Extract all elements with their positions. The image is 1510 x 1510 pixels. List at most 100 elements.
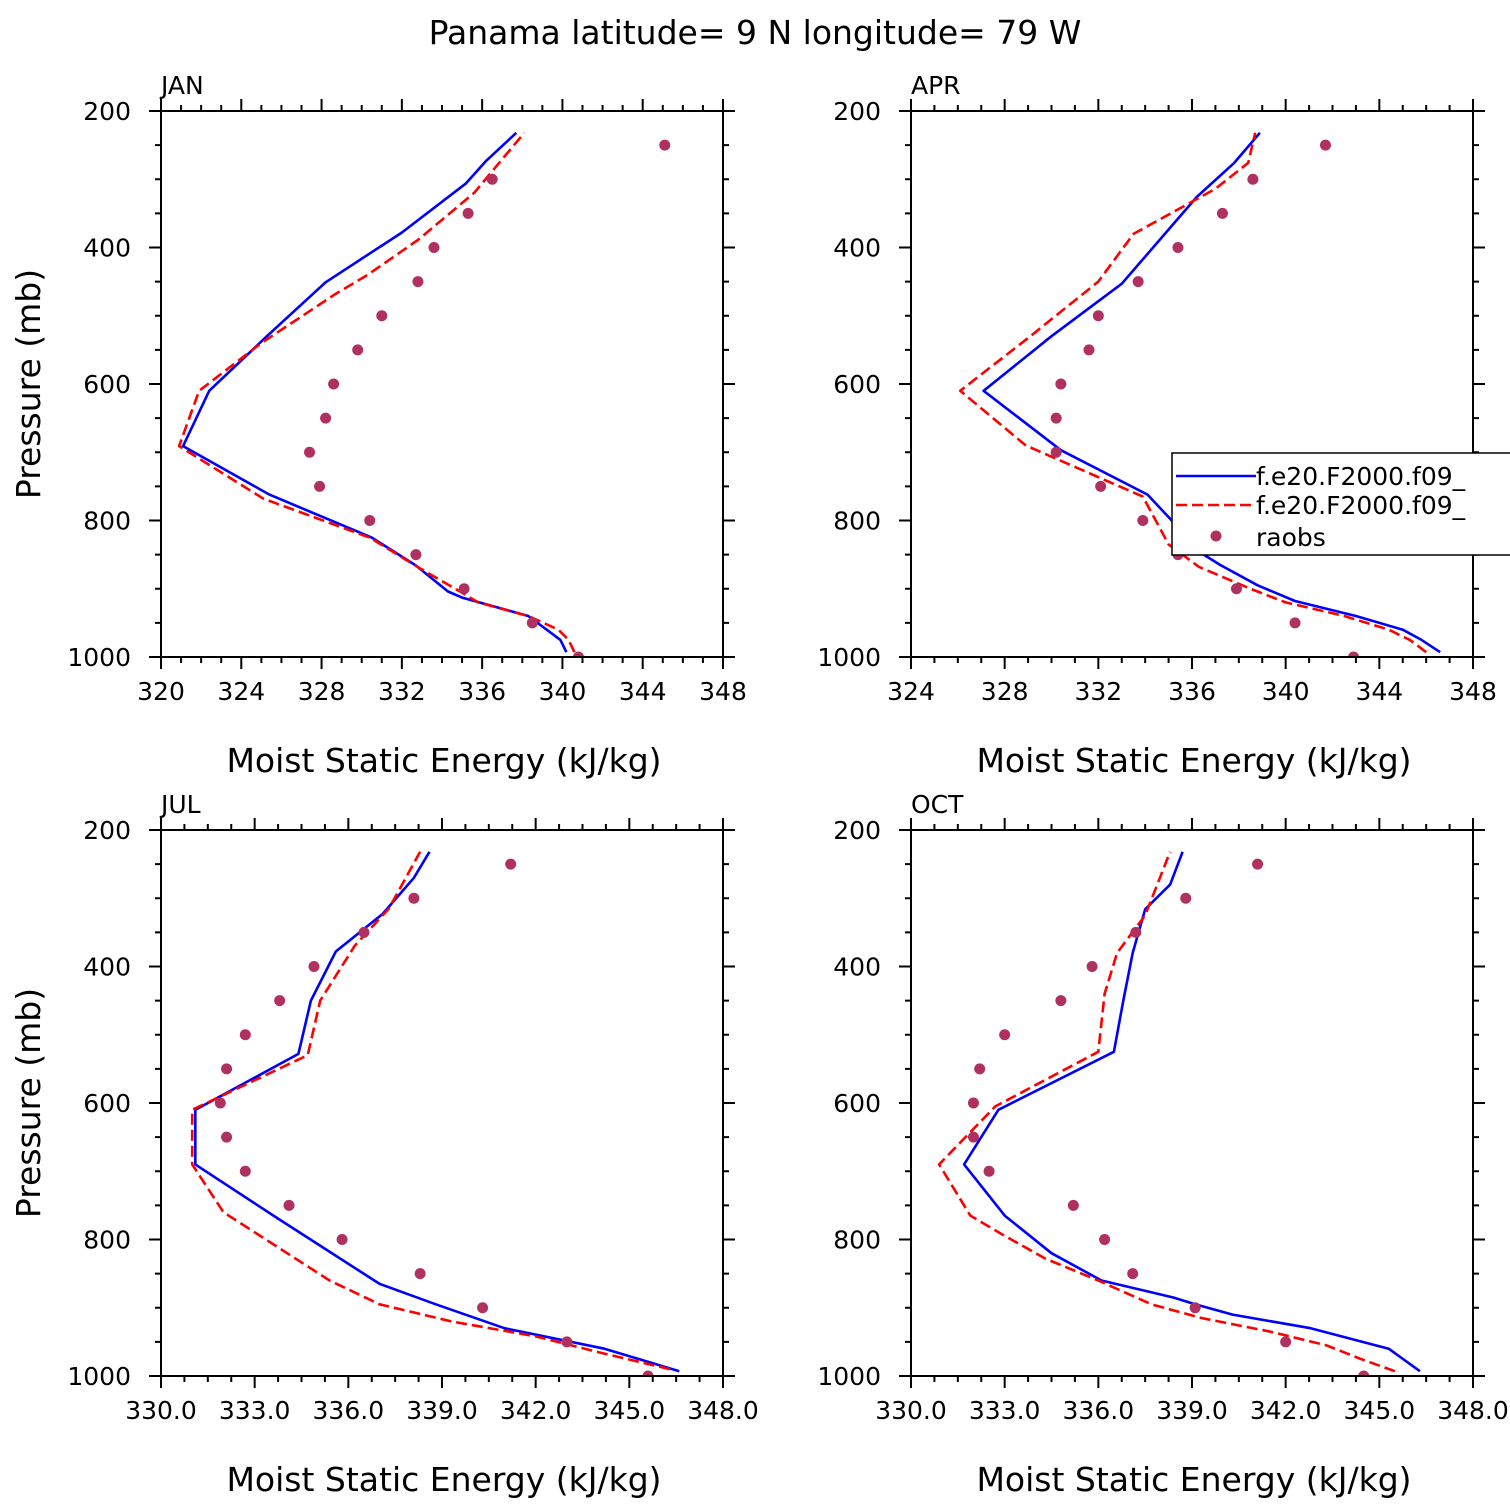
x-tick-label: 328 — [981, 677, 1029, 706]
raobs-point — [1055, 995, 1067, 1007]
raobs-point — [1127, 1268, 1139, 1280]
raobs-point — [1050, 412, 1062, 424]
raobs-point — [1180, 892, 1192, 904]
x-tick-label: 332 — [378, 677, 426, 706]
panel-label: OCT — [911, 790, 964, 819]
plot-frame — [160, 829, 724, 1377]
raobs-point — [274, 995, 286, 1007]
model-solid-line — [181, 131, 568, 653]
raobs-point — [221, 1131, 233, 1143]
panel-jan: 320 324 328 332 336 340 344 348 200 400 600 800 1000… — [9, 71, 747, 780]
raobs-point — [239, 1029, 251, 1041]
raobs-point — [967, 1131, 979, 1143]
model-solid-line — [982, 131, 1441, 654]
panel-oct: 330.0 333.0 336.0 339.0 342.0 345.0 348.0 200 40… — [817, 790, 1508, 1499]
y-tick-label: 800 — [833, 507, 881, 536]
y-tick-label: 200 — [83, 816, 131, 845]
model-solid-line — [962, 851, 1421, 1373]
raobs-point — [458, 583, 470, 595]
raobs-point — [999, 1029, 1011, 1041]
raobs-point — [477, 1302, 489, 1314]
raobs-point — [462, 207, 474, 219]
x-tick-label: 344 — [1355, 677, 1403, 706]
raobs-point — [1358, 1370, 1370, 1376]
x-axis-title: Moist Static Energy (kJ/kg) — [976, 741, 1411, 780]
raobs-point — [1095, 480, 1107, 492]
raobs-point — [376, 310, 388, 322]
raobs-point — [283, 1199, 295, 1211]
x-tick-label: 345.0 — [594, 1396, 666, 1425]
x-tick-label: 324 — [217, 677, 265, 706]
y-tick-label: 1000 — [817, 1362, 881, 1391]
raobs-point — [1130, 926, 1142, 938]
y-axis-title: Pressure (mb) — [9, 269, 48, 499]
x-tick-label: 340 — [539, 677, 587, 706]
model-dashed-line — [190, 851, 671, 1371]
raobs-point — [336, 1234, 348, 1245]
raobs-point — [308, 961, 320, 972]
legend-label: f.e20.F2000.f09_ — [1256, 462, 1466, 491]
y-tick-label: 800 — [833, 1226, 881, 1255]
y-tick-label: 400 — [833, 234, 881, 263]
raobs-point — [572, 651, 584, 657]
panel-apr: 324 328 332 336 340 344 348 200 400 600 800 1000 APR… — [817, 71, 1496, 780]
raobs-point — [328, 378, 340, 390]
model-dashed-line — [937, 851, 1396, 1373]
model-dashed-line — [177, 131, 576, 653]
panel-label: APR — [911, 71, 961, 100]
raobs-point — [974, 1063, 986, 1075]
y-tick-label: 400 — [83, 953, 131, 982]
y-tick-label: 1000 — [67, 1362, 131, 1391]
y-tick-label: 1000 — [67, 643, 131, 672]
raobs-point — [239, 1165, 251, 1177]
raobs-point — [414, 1268, 426, 1280]
raobs-point — [1319, 139, 1331, 151]
raobs-point — [1189, 1302, 1201, 1314]
series-group — [177, 131, 671, 657]
x-tick-label: 348 — [699, 677, 747, 706]
legend: f.e20.F2000.f09_f.e20.F2000.f09_raobs — [1171, 452, 1510, 556]
raobs-point — [1092, 310, 1104, 322]
raobs-point — [408, 892, 420, 904]
plot-frame — [160, 110, 724, 658]
y-tick-label: 1000 — [817, 643, 881, 672]
y-tick-label: 600 — [83, 370, 131, 399]
raobs-point — [1099, 1234, 1111, 1245]
raobs-point — [320, 412, 332, 424]
x-tick-label: 333.0 — [969, 1396, 1041, 1425]
raobs-point — [642, 1370, 654, 1376]
series-group — [937, 851, 1421, 1376]
raobs-point — [358, 926, 370, 938]
x-tick-label: 336.0 — [1063, 1396, 1135, 1425]
x-tick-label: 348 — [1449, 677, 1497, 706]
x-tick-label: 333.0 — [219, 1396, 291, 1425]
x-tick-label: 339.0 — [1156, 1396, 1228, 1425]
x-axis-title: Moist Static Energy (kJ/kg) — [226, 1460, 661, 1499]
panels: 320 324 328 332 336 340 344 348 200 400 600 800 1000… — [9, 71, 1509, 1499]
raobs-point — [659, 139, 671, 151]
raobs-point — [1348, 651, 1360, 657]
raobs-point — [486, 173, 498, 185]
raobs-point — [1132, 276, 1144, 288]
raobs-point — [1050, 446, 1062, 458]
x-tick-label: 336 — [458, 677, 506, 706]
raobs-point — [1172, 242, 1184, 253]
raobs-point — [1252, 858, 1264, 870]
y-tick-label: 200 — [833, 816, 881, 845]
raobs-point — [410, 549, 422, 561]
raobs-point — [1216, 207, 1228, 219]
raobs-point — [1067, 1199, 1079, 1211]
raobs-point — [314, 480, 326, 492]
raobs-point — [1230, 583, 1242, 595]
raobs-point — [526, 617, 538, 629]
x-tick-label: 336 — [1168, 677, 1216, 706]
x-tick-label: 336.0 — [313, 1396, 385, 1425]
x-tick-label: 320 — [137, 677, 185, 706]
legend-label: raobs — [1256, 523, 1326, 552]
y-tick-label: 600 — [83, 1089, 131, 1118]
x-tick-label: 328 — [298, 677, 346, 706]
x-tick-label: 332 — [1074, 677, 1122, 706]
raobs-point — [967, 1097, 979, 1109]
raobs-point — [1137, 515, 1149, 526]
